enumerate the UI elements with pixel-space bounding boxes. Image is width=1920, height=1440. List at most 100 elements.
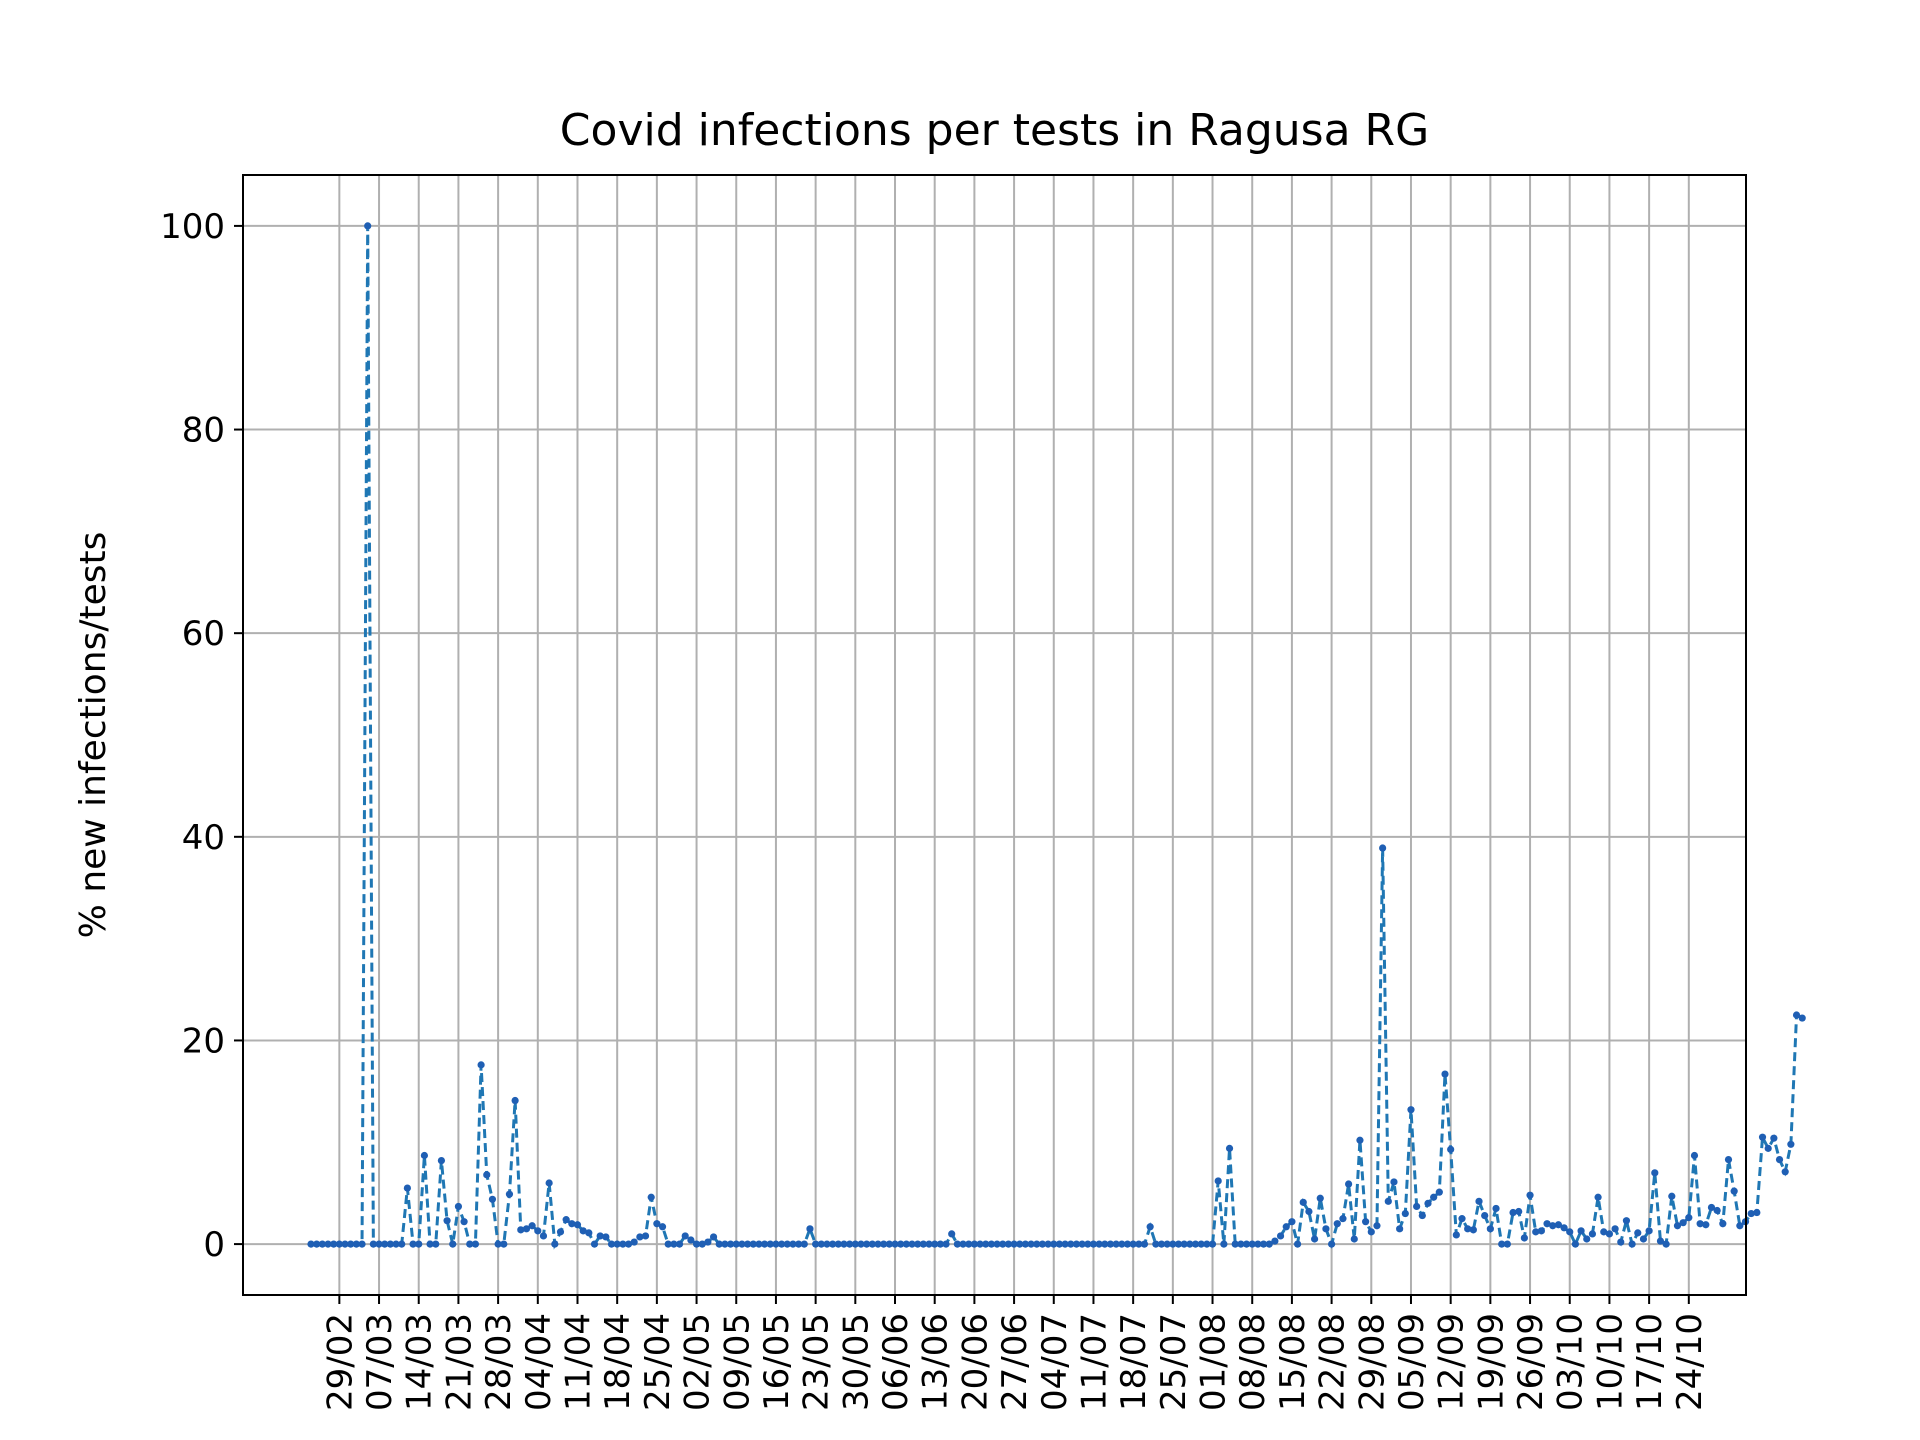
data-point	[675, 1240, 684, 1248]
data-point	[1021, 1240, 1030, 1248]
data-point	[1645, 1227, 1653, 1235]
data-point	[381, 1240, 389, 1248]
data-point	[1787, 1140, 1795, 1148]
data-point	[1259, 1240, 1268, 1248]
data-point	[335, 1240, 343, 1248]
x-tick-label: 11/04	[558, 1313, 598, 1411]
data-point	[664, 1240, 672, 1248]
data-point	[1537, 1227, 1545, 1235]
data-point	[1696, 1220, 1704, 1228]
data-point	[551, 1240, 559, 1248]
data-point	[1140, 1240, 1149, 1248]
data-point	[1430, 1193, 1438, 1201]
data-point	[931, 1240, 939, 1248]
data-point	[358, 1240, 366, 1248]
data-point	[1520, 1234, 1528, 1242]
data-point	[1333, 1220, 1341, 1228]
data-point	[1560, 1224, 1568, 1232]
data-point	[1719, 1220, 1727, 1228]
data-point	[1288, 1218, 1296, 1226]
x-tick-label: 17/10	[1630, 1313, 1670, 1411]
data-point	[936, 1240, 944, 1248]
data-point	[573, 1221, 582, 1229]
data-point	[1577, 1227, 1585, 1235]
data-point	[1146, 1223, 1154, 1231]
data-point	[715, 1240, 723, 1248]
data-point	[579, 1227, 587, 1235]
data-point	[1401, 1209, 1409, 1218]
data-point	[341, 1240, 349, 1248]
y-tick-label: 40	[182, 818, 225, 858]
data-point	[1481, 1211, 1489, 1220]
data-point	[1515, 1207, 1523, 1216]
data-point	[398, 1240, 406, 1248]
data-point	[522, 1225, 531, 1233]
data-point	[607, 1240, 616, 1248]
x-tick-label: 22/08	[1313, 1313, 1353, 1411]
data-point	[1464, 1225, 1472, 1233]
x-tick-label: 16/05	[757, 1313, 797, 1411]
data-point	[1118, 1240, 1126, 1248]
data-point	[1413, 1202, 1421, 1211]
data-point	[1016, 1240, 1024, 1248]
x-tick-label: 01/08	[1194, 1313, 1234, 1411]
data-point	[1112, 1240, 1120, 1248]
x-tick-label: 02/05	[678, 1313, 718, 1411]
data-point	[812, 1240, 820, 1248]
data-point	[1299, 1198, 1307, 1206]
data-point	[1396, 1225, 1404, 1233]
data-point	[483, 1171, 491, 1179]
data-point	[874, 1240, 882, 1248]
data-point	[1191, 1240, 1200, 1248]
data-point	[1418, 1211, 1426, 1220]
data-point	[1673, 1222, 1682, 1230]
data-point	[1662, 1240, 1670, 1248]
data-point	[653, 1220, 661, 1228]
data-point	[1129, 1240, 1137, 1248]
data-point	[471, 1240, 480, 1248]
data-point	[352, 1240, 360, 1248]
data-point	[426, 1240, 434, 1248]
data-point	[619, 1240, 627, 1248]
data-point	[1180, 1240, 1188, 1248]
x-tick-label: 03/10	[1551, 1313, 1591, 1411]
data-point	[1724, 1155, 1733, 1164]
data-point	[704, 1238, 712, 1246]
y-axis-label: % new infections/tests	[73, 532, 114, 939]
data-point	[1628, 1240, 1636, 1248]
data-point	[1089, 1240, 1098, 1248]
data-point	[647, 1193, 655, 1201]
data-point	[1225, 1144, 1234, 1152]
data-point	[1770, 1134, 1778, 1142]
data-point	[778, 1240, 786, 1248]
data-point	[1690, 1151, 1699, 1160]
data-point	[891, 1240, 899, 1248]
data-point	[613, 1240, 621, 1248]
x-tick-label: 04/07	[1035, 1313, 1075, 1411]
x-tick-label: 25/04	[638, 1313, 678, 1411]
data-point	[1549, 1222, 1557, 1230]
data-point	[1707, 1203, 1716, 1212]
data-point	[1622, 1217, 1631, 1225]
x-tick-label: 04/04	[519, 1313, 559, 1411]
data-point	[1475, 1197, 1483, 1205]
x-tick-label: 14/03	[400, 1313, 440, 1411]
data-point	[1441, 1070, 1449, 1078]
x-tick-label: 27/06	[995, 1313, 1035, 1411]
chart-title: Covid infections per tests in Ragusa RG	[560, 105, 1429, 156]
data-point	[443, 1217, 451, 1225]
data-point	[432, 1240, 440, 1248]
data-point	[364, 222, 372, 230]
data-point	[1452, 1231, 1460, 1239]
data-point	[1367, 1228, 1375, 1236]
data-point	[1231, 1240, 1239, 1248]
data-point	[1373, 1222, 1381, 1230]
data-point	[959, 1240, 967, 1248]
data-point	[1084, 1240, 1092, 1248]
data-point	[534, 1227, 542, 1235]
data-point	[970, 1240, 978, 1248]
data-point	[1004, 1240, 1013, 1248]
data-point	[1798, 1014, 1806, 1022]
data-point	[1010, 1240, 1018, 1248]
plot-frame	[242, 174, 1747, 1296]
